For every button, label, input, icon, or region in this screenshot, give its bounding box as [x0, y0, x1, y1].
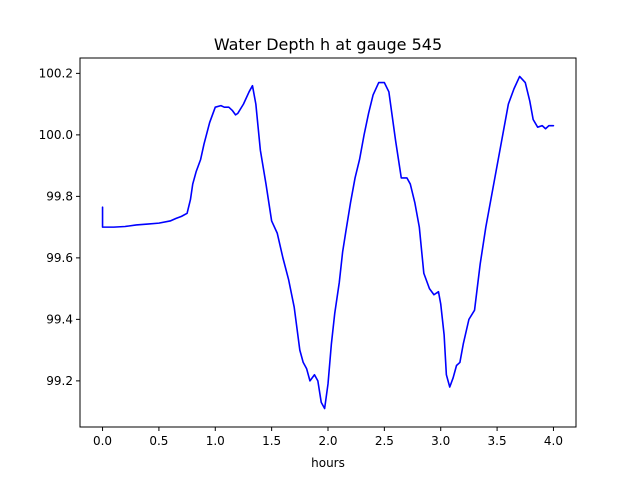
y-tick-label: 99.2	[46, 374, 73, 388]
x-tick-label: 0.0	[93, 434, 112, 448]
x-tick-label: 1.0	[206, 434, 225, 448]
y-tick-label: 99.4	[46, 312, 73, 326]
x-tick-label: 2.0	[318, 434, 337, 448]
series-line-0	[101, 75, 555, 410]
x-tick-label: 3.5	[488, 434, 507, 448]
x-tick-label: 2.5	[375, 434, 394, 448]
y-tick-label: 99.6	[46, 251, 73, 265]
y-tick-label: 100.0	[39, 128, 73, 142]
y-tick-label: 100.2	[39, 66, 73, 80]
y-tick-label: 99.8	[46, 189, 73, 203]
chart-title: Water Depth h at gauge 545	[214, 35, 442, 54]
x-tick-label: 1.5	[262, 434, 281, 448]
x-tick-label: 4.0	[544, 434, 563, 448]
x-axis-label: hours	[311, 456, 345, 470]
x-tick-label: 3.0	[431, 434, 450, 448]
plot-area: 0.0 0.5 1.0 1.5 2.0 2.5 3.0 3.5 4.0 99.2 99.4 99.6 9…	[39, 57, 577, 448]
x-tick-label: 0.5	[149, 434, 168, 448]
